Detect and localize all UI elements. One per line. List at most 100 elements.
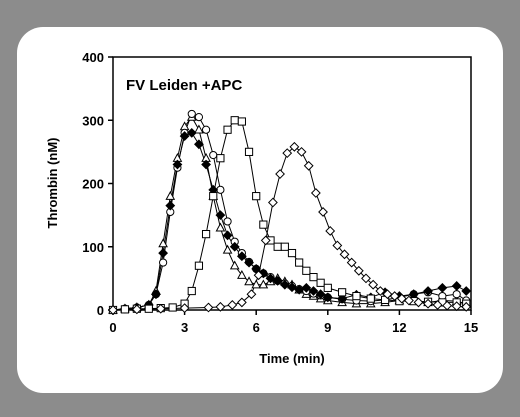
point-diamond [203, 302, 214, 313]
point-diamond [279, 279, 290, 290]
x-tick-label: 0 [109, 320, 116, 335]
point-diamond [229, 241, 240, 252]
point-diamond [325, 226, 336, 236]
point-circle [452, 290, 461, 299]
point-square [273, 242, 282, 251]
point-diamond [423, 286, 433, 296]
point-diamond [389, 291, 400, 301]
point-diamond [244, 257, 254, 268]
point-diamond [437, 282, 448, 293]
point-diamond [151, 289, 161, 300]
point-diamond [265, 273, 276, 284]
point-diamond [131, 304, 142, 315]
point-square [120, 305, 130, 314]
point-diamond [368, 279, 379, 290]
point-square [295, 258, 304, 267]
point-circle [194, 112, 204, 122]
point-diamond [172, 159, 183, 170]
point-diamond [461, 301, 472, 312]
point-square [366, 294, 375, 303]
point-square [323, 283, 332, 292]
point-diamond [260, 235, 271, 246]
point-diamond [158, 248, 169, 258]
point-diamond [165, 200, 176, 211]
point-diamond [322, 292, 333, 303]
x-tick-label: 3 [181, 320, 188, 335]
point-triangle [251, 279, 262, 289]
point-circle [209, 150, 218, 160]
point-square [223, 125, 232, 134]
point-diamond [404, 295, 414, 306]
point-diamond [282, 148, 293, 159]
x-tick-label: 9 [324, 320, 331, 335]
point-diamond [272, 275, 283, 286]
point-diamond [308, 286, 319, 296]
point-diamond [108, 305, 118, 315]
point-diamond [461, 286, 472, 296]
point-diamond [339, 249, 350, 260]
chart-title: FV Leiden +APC [126, 77, 242, 94]
x-tick-label: 6 [253, 320, 260, 335]
point-triangle [258, 279, 269, 289]
point-diamond [332, 240, 343, 251]
x-tick-label: 12 [392, 320, 406, 335]
point-square [309, 273, 318, 282]
point-diamond [296, 146, 307, 157]
point-square [352, 291, 361, 301]
point-diamond [215, 301, 226, 312]
point-diamond [442, 300, 453, 311]
point-circle [159, 258, 168, 267]
x-axis-title: Time (min) [259, 351, 325, 366]
point-diamond [346, 257, 357, 268]
axis-ticks: 0 3 6 9 12 15 0 100 200 300 400 [82, 50, 478, 335]
point-square [209, 192, 218, 201]
point-square [187, 286, 196, 296]
point-circle [223, 217, 232, 226]
point-diamond [303, 160, 314, 171]
y-tick-label: 300 [82, 113, 104, 128]
point-square [287, 248, 297, 258]
point-square [230, 116, 239, 125]
point-diamond [155, 303, 166, 314]
point-diamond [179, 303, 190, 314]
point-diamond [287, 282, 297, 293]
point-diamond [227, 300, 238, 310]
point-square [252, 192, 261, 201]
point-square [244, 147, 254, 156]
point-triangle [222, 244, 233, 254]
point-diamond [337, 293, 348, 304]
point-triangle [229, 260, 240, 270]
point-diamond [375, 286, 386, 296]
point-diamond [179, 131, 190, 141]
point-diamond [396, 293, 407, 304]
point-triangle [244, 276, 254, 286]
point-diamond [186, 127, 197, 138]
point-diamond [275, 169, 285, 179]
point-diamond [318, 207, 328, 217]
point-square [144, 304, 153, 313]
point-square [194, 261, 204, 270]
point-diamond [423, 298, 433, 309]
point-diamond [353, 265, 364, 276]
point-circle [187, 109, 196, 119]
point-diamond [215, 210, 226, 221]
point-diamond [267, 197, 278, 208]
point-square [201, 230, 211, 239]
point-diamond [246, 289, 257, 300]
point-diamond [432, 300, 443, 310]
point-diamond [222, 230, 233, 241]
point-diamond [451, 281, 462, 291]
x-tick-label: 15 [464, 320, 478, 335]
y-tick-label: 400 [82, 50, 104, 65]
point-triangle [165, 190, 176, 200]
point-square [216, 154, 225, 163]
y-axis-title: Thrombin (nM) [45, 138, 60, 229]
point-square [280, 242, 289, 251]
point-diamond [289, 141, 300, 152]
point-square [302, 266, 311, 275]
point-square [168, 303, 177, 312]
y-tick-label: 200 [82, 177, 104, 192]
point-diamond [382, 289, 393, 300]
point-diamond [315, 289, 326, 300]
